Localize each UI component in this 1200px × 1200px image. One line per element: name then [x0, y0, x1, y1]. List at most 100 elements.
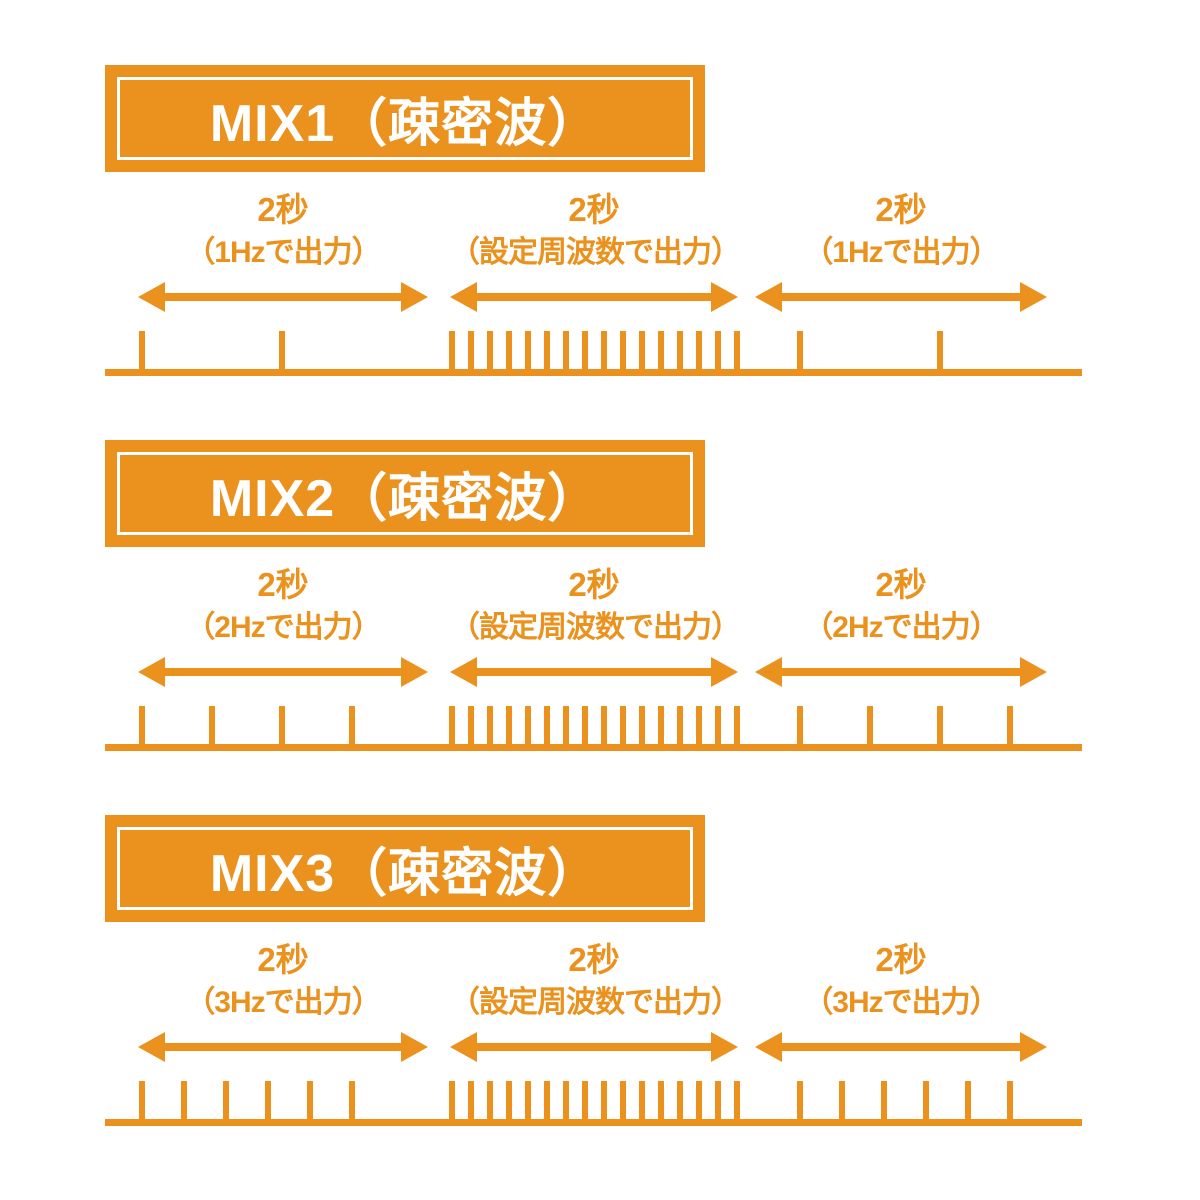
pulse-tick: [582, 706, 588, 744]
mix2-seg2-duration-label: 2秒: [568, 566, 620, 603]
pulse-tick: [544, 331, 550, 369]
pulse-tick: [349, 706, 355, 744]
pulse-tick: [525, 706, 531, 744]
pulse-tick: [797, 706, 803, 744]
pulse-tick: [965, 1081, 971, 1119]
mix3-pulse-train: [0, 1081, 1200, 1119]
pulse-tick: [715, 706, 721, 744]
mix2-seg3-duration-label: 2秒: [875, 566, 927, 603]
mix2-seg2-double-arrow-icon: [450, 657, 738, 687]
mix1-title-banner: MIX1（疎密波）: [105, 65, 705, 172]
pulse-tick: [601, 706, 607, 744]
arrow-shaft: [775, 1043, 1027, 1051]
pulse-tick: [620, 706, 626, 744]
mix3-seg2-output-label: （設定周波数で出力）: [450, 986, 741, 1019]
arrow-shaft: [158, 1043, 408, 1051]
mix3-seg3-output-label: （3Hzで出力）: [803, 986, 999, 1019]
pulse-tick: [937, 331, 943, 369]
pulse-tick: [1007, 706, 1013, 744]
pulse-tick: [487, 1081, 493, 1119]
pulse-tick: [279, 706, 285, 744]
mix2-title: MIX2（疎密波）: [117, 452, 693, 535]
mix2-block: MIX2（疎密波） 2秒 2秒 2秒 （2Hzで出力） （設定周波数で出力） （…: [0, 440, 1200, 770]
pulse-tick: [677, 1081, 683, 1119]
pulse-tick: [937, 706, 943, 744]
mix1-seg2-duration-label: 2秒: [568, 191, 620, 228]
mix3-seg3-double-arrow-icon: [755, 1032, 1047, 1062]
pulse-tick: [449, 1081, 455, 1119]
mix1-seg1-output-label: （1Hzで出力）: [185, 236, 381, 269]
mix1-seg1-double-arrow-icon: [138, 282, 428, 312]
pulse-tick: [544, 1081, 550, 1119]
mix2-seg1-duration-label: 2秒: [257, 566, 309, 603]
arrow-shaft: [470, 1043, 718, 1051]
pulse-tick: [797, 1081, 803, 1119]
pulse-tick: [677, 331, 683, 369]
pulse-tick: [525, 331, 531, 369]
pulse-tick: [639, 331, 645, 369]
arrow-shaft: [158, 293, 408, 301]
mix1-seg3-output-label: （1Hzで出力）: [803, 236, 999, 269]
pulse-tick: [734, 1081, 740, 1119]
mix1-pulse-train: [0, 331, 1200, 369]
arrow-shaft: [470, 293, 718, 301]
mix2-pulse-train: [0, 706, 1200, 744]
pulse-tick: [582, 1081, 588, 1119]
mix3-seg3-duration-label: 2秒: [875, 941, 927, 978]
mix3-seg1-double-arrow-icon: [138, 1032, 428, 1062]
mix3-seg1-output-label: （3Hzで出力）: [185, 986, 381, 1019]
mix1-seg2-output-label: （設定周波数で出力）: [450, 236, 741, 269]
mix1-seg3-duration-label: 2秒: [875, 191, 927, 228]
pulse-tick: [506, 706, 512, 744]
pulse-tick: [715, 331, 721, 369]
pulse-tick: [468, 706, 474, 744]
pulse-tick: [139, 331, 145, 369]
mix3-block: MIX3（疎密波） 2秒 2秒 2秒 （3Hzで出力） （設定周波数で出力） （…: [0, 815, 1200, 1145]
arrow-shaft: [470, 668, 718, 676]
pulse-tick: [563, 331, 569, 369]
mix3-seg1-duration-label: 2秒: [257, 941, 309, 978]
pulse-tick: [279, 331, 285, 369]
pulse-tick: [506, 331, 512, 369]
pulse-tick: [449, 706, 455, 744]
mix1-seg3-double-arrow-icon: [755, 282, 1047, 312]
pulse-tick: [506, 1081, 512, 1119]
pulse-tick: [658, 331, 664, 369]
mix2-seg1-double-arrow-icon: [138, 657, 428, 687]
mix1-seg1-duration-label: 2秒: [257, 191, 309, 228]
pulse-tick: [601, 331, 607, 369]
mix3-title: MIX3（疎密波）: [117, 827, 693, 910]
pulse-tick: [797, 331, 803, 369]
pulse-tick: [468, 331, 474, 369]
pulse-tick: [307, 1081, 313, 1119]
pulse-tick: [881, 1081, 887, 1119]
pulse-tick: [544, 706, 550, 744]
mix2-seg3-double-arrow-icon: [755, 657, 1047, 687]
mix2-seg1-output-label: （2Hzで出力）: [185, 611, 381, 644]
pulse-tick: [639, 706, 645, 744]
mix3-timeline-baseline: [105, 1119, 1082, 1126]
pulse-tick: [139, 706, 145, 744]
mix2-title-banner: MIX2（疎密波）: [105, 440, 705, 547]
pulse-tick: [696, 331, 702, 369]
mix1-title: MIX1（疎密波）: [117, 77, 693, 160]
pulse-tick: [734, 331, 740, 369]
pulse-tick: [620, 1081, 626, 1119]
pulse-tick: [639, 1081, 645, 1119]
arrow-shaft: [158, 668, 408, 676]
mix1-seg2-double-arrow-icon: [450, 282, 738, 312]
pulse-tick: [715, 1081, 721, 1119]
pulse-tick: [223, 1081, 229, 1119]
pulse-tick: [867, 706, 873, 744]
pulse-tick: [658, 1081, 664, 1119]
pulse-tick: [487, 331, 493, 369]
mix2-seg3-output-label: （2Hzで出力）: [803, 611, 999, 644]
arrow-shaft: [775, 668, 1027, 676]
pulse-tick: [181, 1081, 187, 1119]
pulse-tick: [658, 706, 664, 744]
pulse-tick: [582, 331, 588, 369]
mix1-block: MIX1（疎密波） 2秒 2秒 2秒 （1Hzで出力） （設定周波数で出力） （…: [0, 65, 1200, 395]
pulse-tick: [449, 331, 455, 369]
pulse-tick: [1007, 1081, 1013, 1119]
